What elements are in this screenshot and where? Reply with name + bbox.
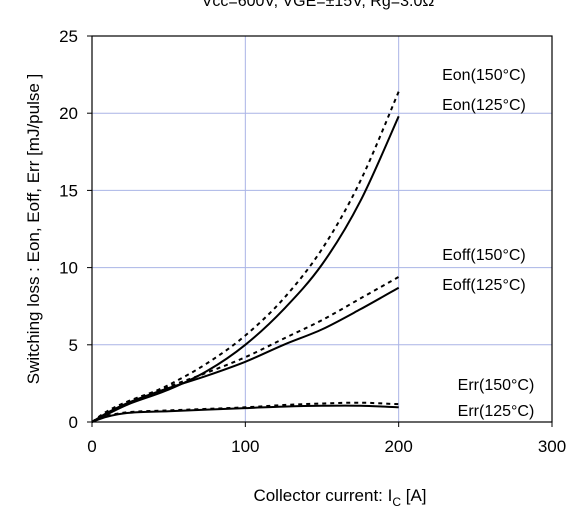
plot-frame <box>91 35 553 423</box>
series-line-2 <box>91 276 400 423</box>
x-ticks: 0 100 200 300 <box>87 422 566 456</box>
x-axis-title-sub: C <box>392 495 401 509</box>
x-tick-label: 100 <box>231 437 259 456</box>
series-label-1: Eon(125°C) <box>442 97 526 114</box>
series-line-0 <box>91 91 400 423</box>
y-tick-label: 20 <box>59 104 78 123</box>
x-tick-label: 200 <box>384 437 412 456</box>
y-tick-label: 5 <box>69 336 78 355</box>
y-tick-label: 25 <box>59 27 78 46</box>
grid <box>92 36 552 422</box>
y-axis-title: Switching loss : Eon, Eoff, Err [mJ/puls… <box>24 74 43 385</box>
x-tick-label: 300 <box>538 437 566 456</box>
y-ticks: 0 5 10 15 20 25 <box>59 27 92 432</box>
y-tick-label: 0 <box>69 413 78 432</box>
series-label-5: Err(125°C) <box>458 403 535 420</box>
y-tick-label: 10 <box>59 259 78 278</box>
series-line-5 <box>91 404 399 423</box>
x-axis-title: Collector current: IC [A] <box>253 486 426 509</box>
series-label-3: Eoff(125°C) <box>442 277 525 294</box>
y-tick-label: 15 <box>59 181 78 200</box>
x-tick-label: 0 <box>87 437 96 456</box>
series-label-0: Eon(150°C) <box>442 67 526 84</box>
chart-top-text: Vcc=600V, VGE=±15V, Rg=3.0Ω <box>202 0 435 10</box>
series-line-1 <box>91 115 400 423</box>
x-axis-title-main: Collector current: I <box>253 486 392 505</box>
x-axis-title-unit: [A] <box>401 486 427 505</box>
series-lines <box>91 91 400 423</box>
series-label-2: Eoff(150°C) <box>442 247 525 264</box>
series-label-4: Err(150°C) <box>458 377 535 394</box>
series-line-3 <box>91 286 400 423</box>
series-labels: Eon(150°C) Eon(125°C) Eoff(150°C) Eoff(125°… <box>442 67 534 420</box>
